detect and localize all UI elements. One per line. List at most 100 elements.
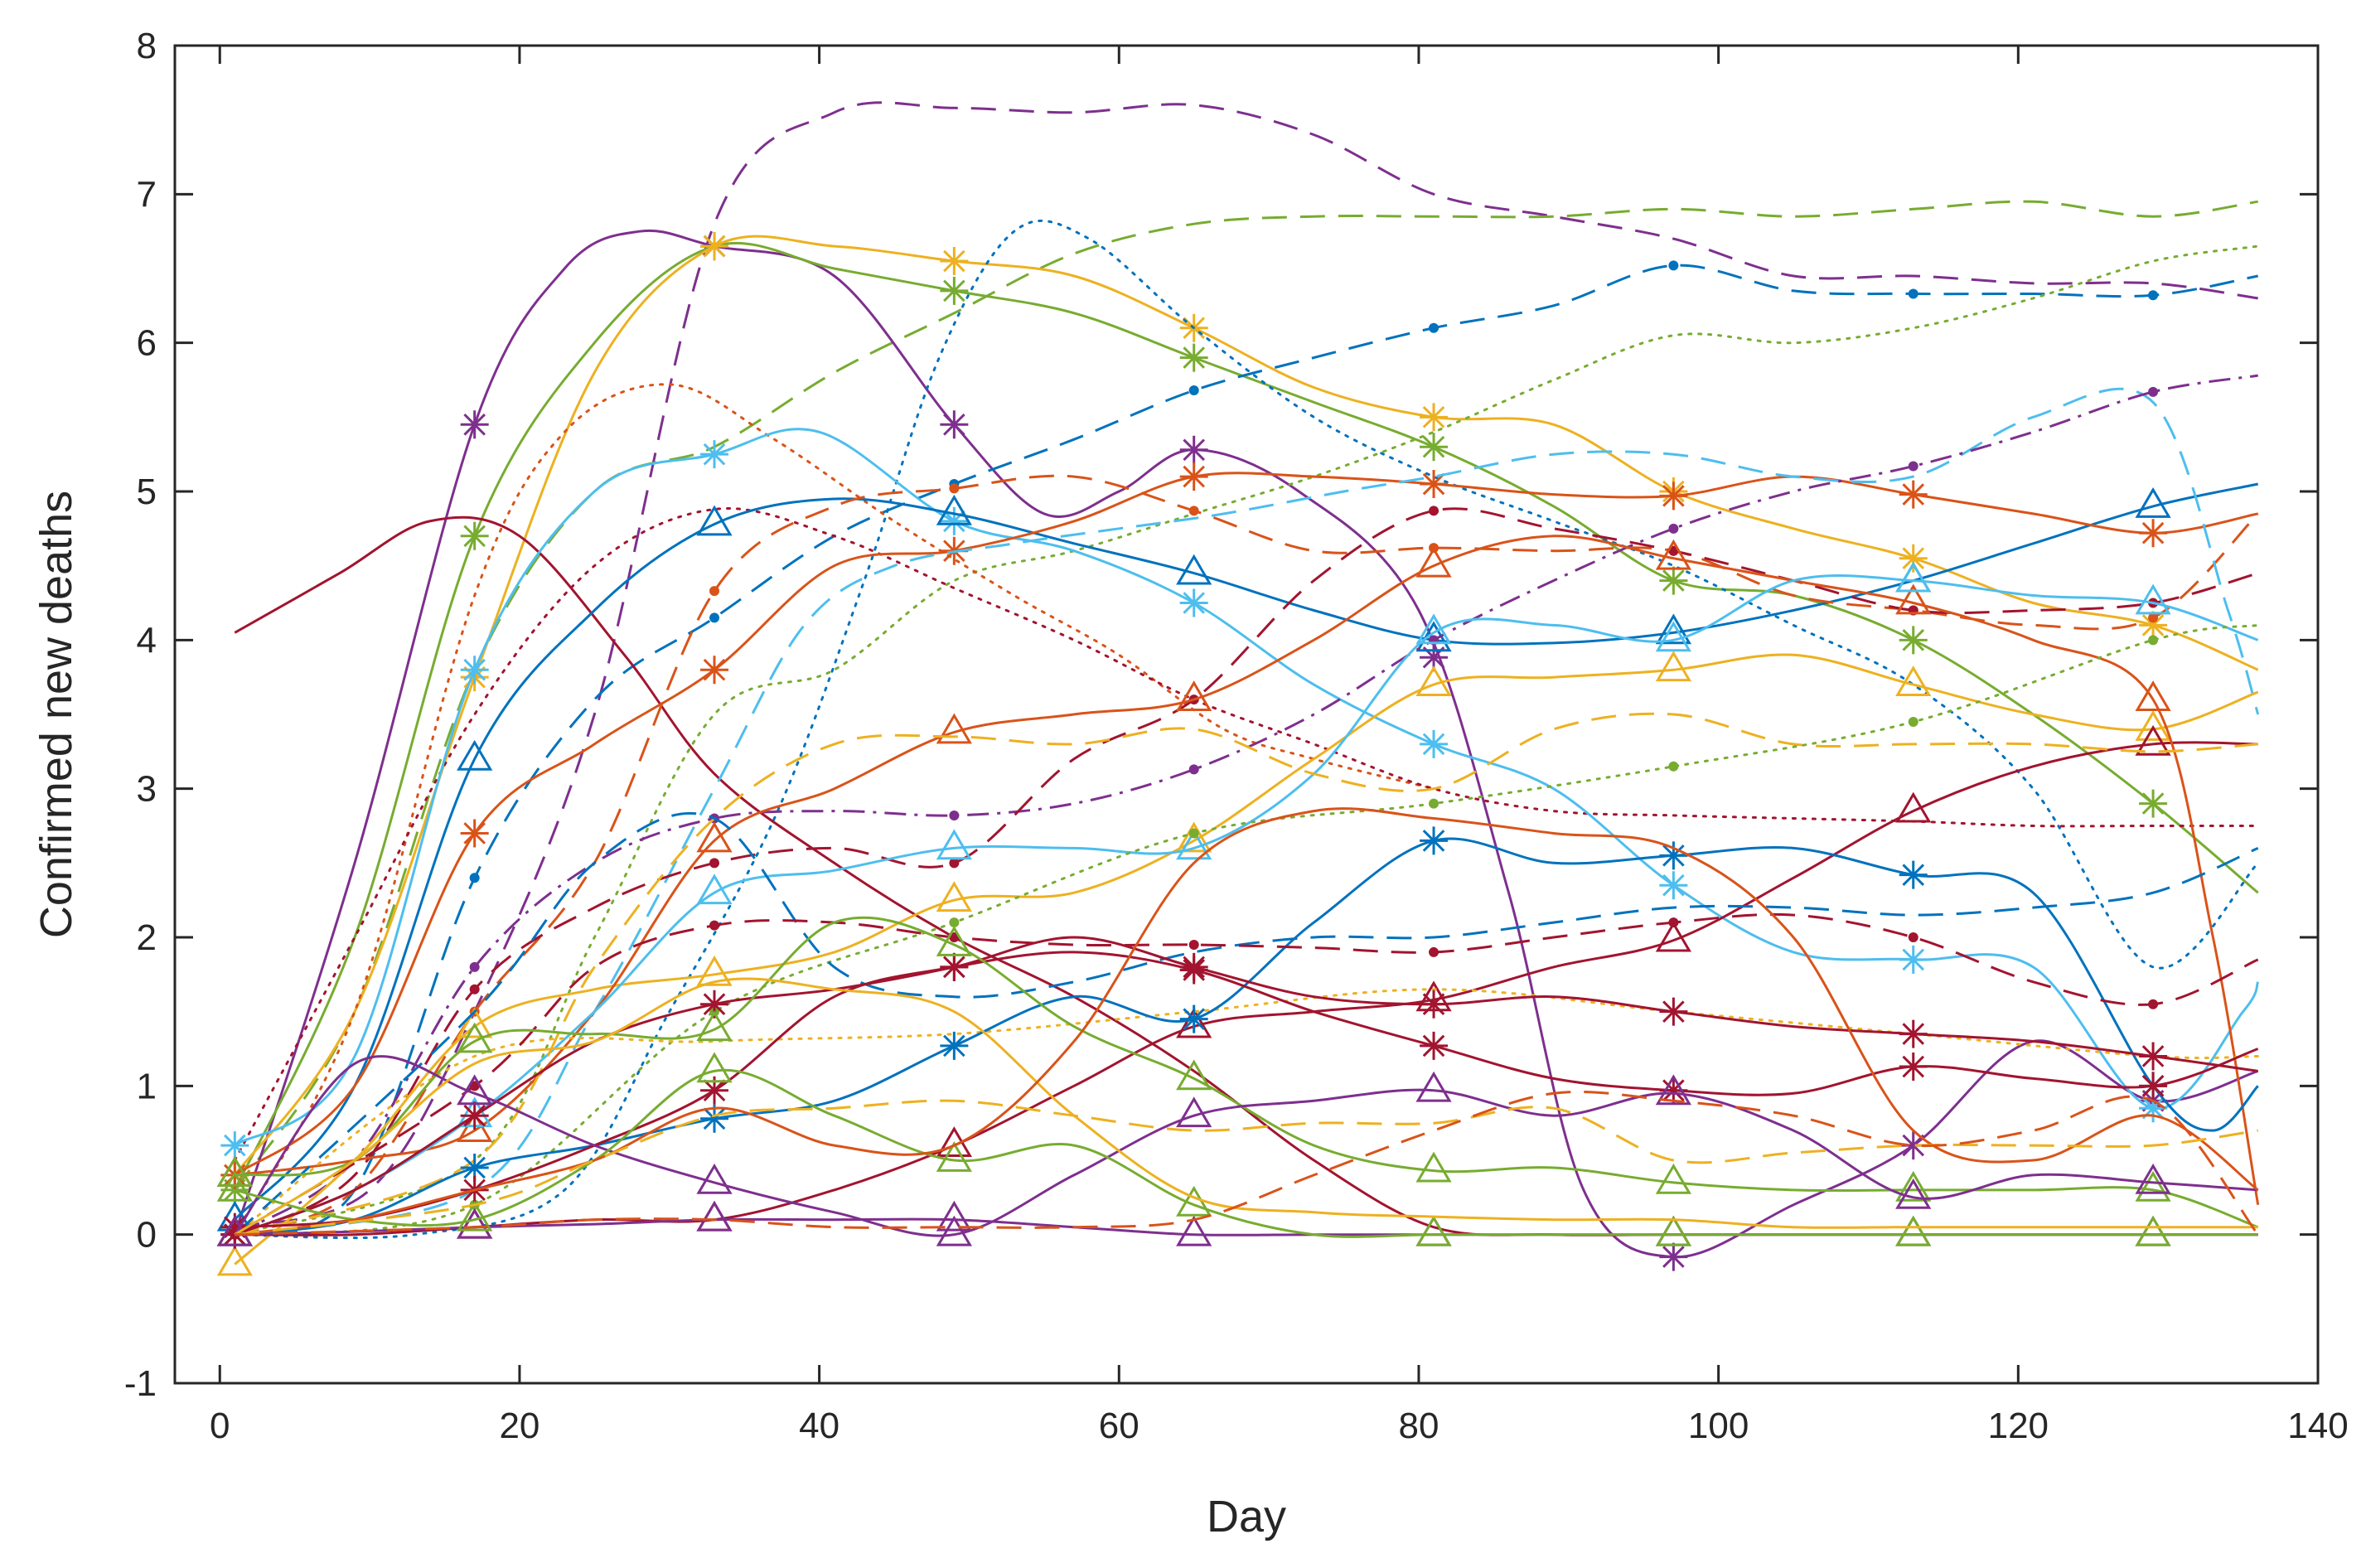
data-point-triangle: [457, 1200, 493, 1232]
data-point-asterisk: [2139, 519, 2168, 548]
series-34: [216, 1052, 2258, 1246]
data-point-dot: [1908, 461, 1918, 472]
series-line: [235, 387, 2260, 1236]
data-point-asterisk: [2139, 1072, 2168, 1101]
data-point-triangle: [1176, 821, 1212, 853]
data-point-triangle: [1176, 1059, 1212, 1091]
data-point-triangle: [1415, 1151, 1452, 1183]
data-point-dot: [1668, 523, 1679, 534]
data-point-triangle: [1655, 539, 1692, 570]
data-point-triangle: [936, 926, 972, 956]
data-point-triangle: [216, 1155, 253, 1187]
series-line: [234, 235, 2259, 1176]
data-point-triangle: [1176, 1096, 1212, 1128]
data-point-triangle: [696, 505, 733, 536]
data-point-asterisk: [220, 1131, 249, 1160]
series-36: [235, 807, 2259, 1236]
y-axis-label: Confirmed new deaths: [31, 491, 81, 938]
data-point-asterisk: [1420, 729, 1449, 758]
x-axis-ticks: 0 20 40 60 80 100 120 140: [210, 46, 2349, 1446]
data-point-asterisk: [460, 1101, 489, 1130]
data-point-triangle: [1415, 546, 1452, 578]
data-point-asterisk: [940, 247, 969, 276]
data-point-triangle: [2135, 724, 2171, 756]
data-point-asterisk: [460, 819, 489, 848]
series-line: [234, 653, 2259, 1266]
y-tick-label: 5: [137, 472, 157, 512]
data-point-triangle: [1895, 1215, 1932, 1246]
x-tick-label: 140: [2287, 1406, 2348, 1446]
x-tick-label: 60: [1099, 1406, 1139, 1446]
data-point-asterisk: [700, 990, 729, 1019]
data-point-asterisk: [1659, 841, 1688, 870]
data-point-dot: [949, 483, 960, 494]
series-line: [234, 912, 2259, 1236]
series-27: [234, 811, 2259, 1236]
series-layer: [216, 101, 2260, 1276]
data-point-triangle: [936, 1141, 972, 1172]
data-point-triangle: [2135, 709, 2171, 741]
data-point-triangle: [2135, 680, 2171, 711]
data-point-triangle: [1415, 1215, 1452, 1246]
data-point-asterisk: [1179, 343, 1208, 372]
data-point-triangle: [1176, 1185, 1212, 1217]
data-point-dot: [1188, 764, 1199, 775]
data-point-asterisk: [1420, 1031, 1449, 1060]
plot-frame: [173, 44, 2320, 1385]
data-point-dot: [1188, 828, 1199, 839]
data-point-dot: [709, 612, 720, 623]
series-line: [234, 574, 2259, 1236]
axes-layer: [173, 44, 2320, 1385]
data-point-asterisk: [2139, 1042, 2168, 1071]
data-point-asterisk: [2139, 611, 2168, 640]
data-point-asterisk: [1659, 997, 1688, 1026]
data-point-asterisk: [1899, 480, 1928, 509]
data-point-asterisk: [1420, 470, 1449, 499]
data-point-asterisk: [940, 1031, 969, 1060]
data-point-dot: [949, 917, 960, 928]
data-point-dot: [469, 873, 480, 883]
data-point-triangle: [936, 829, 972, 860]
data-point-dot: [1908, 288, 1918, 299]
data-point-triangle: [696, 1163, 733, 1194]
y-tick-label: 4: [137, 620, 157, 661]
data-point-triangle: [1655, 1215, 1692, 1246]
series-line: [234, 428, 2260, 1147]
data-point-triangle: [457, 1022, 493, 1053]
data-point-asterisk: [1899, 1053, 1928, 1082]
data-point-triangle: [216, 1170, 253, 1202]
data-point-asterisk: [1179, 952, 1208, 981]
data-point-triangle: [1895, 1170, 1932, 1202]
data-point-triangle: [216, 1245, 253, 1276]
data-point-dot: [1668, 260, 1679, 271]
data-point-triangle: [1655, 621, 1692, 652]
series-23: [234, 712, 2258, 1236]
x-tick-label: 120: [1988, 1406, 2049, 1446]
series-line: [234, 101, 2258, 1229]
x-tick-label: 0: [210, 1406, 230, 1446]
data-point-asterisk: [940, 276, 969, 305]
data-point-dot: [949, 858, 960, 869]
data-point-triangle: [1415, 1071, 1452, 1102]
data-point-asterisk: [1899, 544, 1928, 573]
data-point-dot: [1429, 506, 1439, 516]
data-point-triangle: [1415, 665, 1452, 697]
data-point-triangle: [696, 874, 733, 905]
data-point-triangle: [1895, 583, 1932, 615]
data-point-triangle: [2135, 583, 2171, 615]
data-point-dot: [1429, 798, 1439, 809]
data-point-asterisk: [1899, 1131, 1928, 1160]
data-point-triangle: [1176, 680, 1212, 711]
x-tick-label: 40: [799, 1406, 839, 1446]
data-point-triangle: [2135, 1170, 2171, 1202]
data-point-asterisk: [1899, 626, 1928, 655]
data-point-triangle: [1176, 1007, 1212, 1038]
data-point-asterisk: [1179, 588, 1208, 617]
data-point-triangle: [2135, 1215, 2171, 1246]
series-line: [235, 1091, 2259, 1236]
series-line: [235, 916, 2259, 1229]
data-point-dot: [469, 984, 480, 995]
data-point-asterisk: [1420, 826, 1449, 855]
